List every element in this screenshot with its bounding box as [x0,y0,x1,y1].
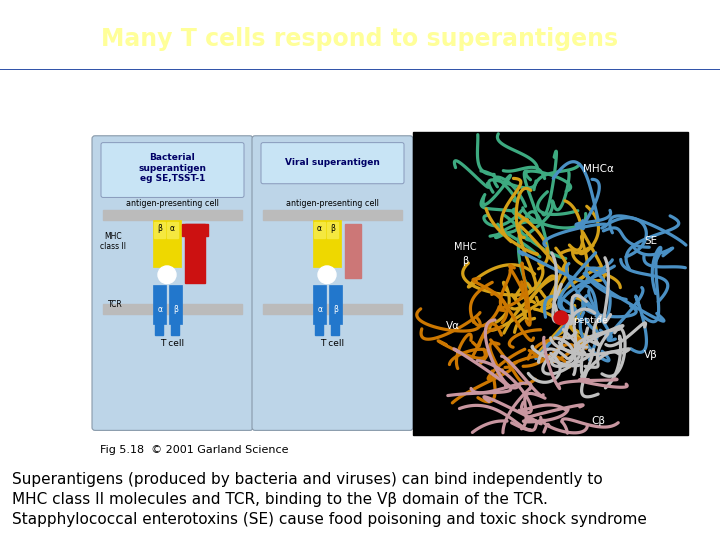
Bar [185,224,205,282]
Text: β: β [462,256,468,266]
Text: Cβ: Cβ [591,416,605,426]
Bar [331,314,339,335]
Text: MHC: MHC [454,242,477,252]
Circle shape [158,266,176,284]
Bar [314,222,325,238]
Text: Bacterial
superantigen
eg SE,TSST-1: Bacterial superantigen eg SE,TSST-1 [138,153,207,183]
Text: Vα: Vα [446,321,460,330]
Text: Stapphylococcal enterotoxins (SE) cause food poisoning and toxic shock syndrome: Stapphylococcal enterotoxins (SE) cause … [12,511,647,526]
Text: β: β [157,224,162,233]
Text: β: β [330,224,335,233]
Text: α: α [158,306,163,314]
FancyBboxPatch shape [101,143,244,198]
Circle shape [554,311,568,325]
Text: β: β [333,306,338,314]
Bar [153,220,181,267]
Text: Fig 5.18  © 2001 Garland Science: Fig 5.18 © 2001 Garland Science [100,445,289,455]
FancyBboxPatch shape [92,136,253,430]
Bar [182,224,208,235]
Text: Vβ: Vβ [644,350,658,360]
Text: MHCα: MHCα [582,164,613,174]
Bar [313,285,326,323]
Text: Viral superantigen: Viral superantigen [285,158,380,167]
FancyBboxPatch shape [261,143,404,184]
Bar [103,304,242,314]
Text: α: α [170,224,175,233]
Bar [345,224,361,278]
Text: peptide: peptide [574,316,608,325]
Bar [413,132,688,435]
Text: Many T cells respond to superantigens: Many T cells respond to superantigens [102,28,618,51]
Text: T cell: T cell [320,339,344,348]
Bar [103,210,242,220]
Text: α: α [317,224,322,233]
Bar [169,285,182,323]
Text: MHC class II molecules and TCR, binding to the Vβ domain of the TCR.: MHC class II molecules and TCR, binding … [12,492,548,507]
Text: Superantigens (produced by bacteria and viruses) can bind independently to: Superantigens (produced by bacteria and … [12,472,603,488]
Bar [153,285,166,323]
Bar [263,304,402,314]
Text: antigen-presenting cell: antigen-presenting cell [286,199,379,208]
Circle shape [318,266,336,284]
Text: SE: SE [644,237,657,246]
Bar [263,210,402,220]
Text: β: β [174,306,179,314]
Bar [313,220,341,267]
Text: antigen-presenting cell: antigen-presenting cell [126,199,219,208]
Bar [329,285,342,323]
Bar [171,314,179,335]
Text: MHC
class II: MHC class II [100,232,126,251]
FancyBboxPatch shape [252,136,413,430]
Bar [327,222,338,238]
Bar [315,314,323,335]
Text: α: α [318,306,323,314]
Bar [167,222,178,238]
Bar [154,222,165,238]
Bar [155,314,163,335]
Text: T cell: T cell [160,339,184,348]
Text: TCR: TCR [107,300,122,309]
